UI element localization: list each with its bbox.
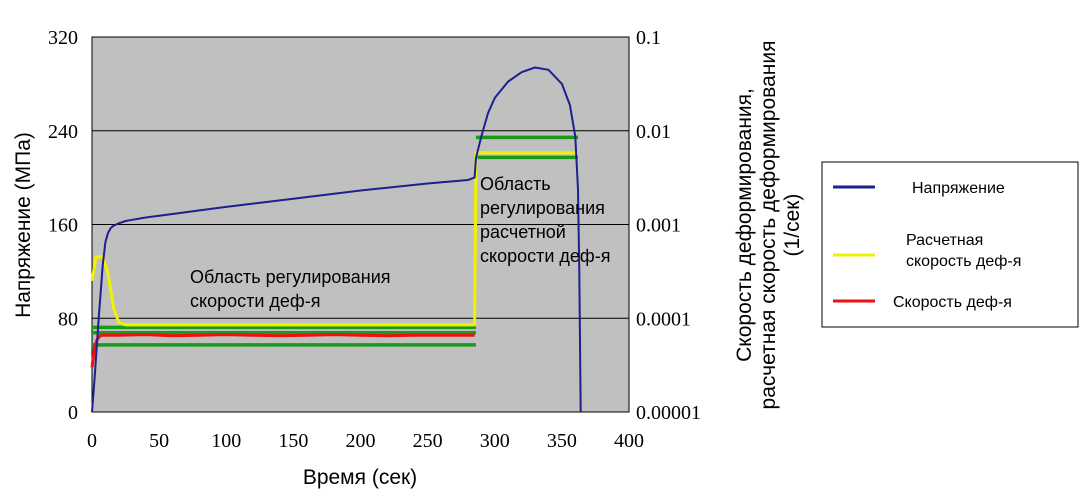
annotation-strain-rate-control: Область регулирования скорости деф-я (190, 267, 391, 311)
y2-axis-label-line2: расчетная скорость деформирования (757, 41, 780, 410)
legend-label-stress: Напряжение (912, 180, 1005, 197)
annotation-calculated-rate-control: Область регулирования расчетной скорости… (480, 174, 610, 266)
grid-lines (92, 130, 629, 319)
y-axis-label: Напряжение (МПа) (12, 132, 35, 318)
x-tick-label: 100 (211, 430, 241, 452)
x-tick-label: 50 (149, 430, 169, 452)
x-tick-label: 200 (346, 430, 376, 452)
annotation-line: скорости деф-я (480, 246, 610, 266)
x-tick-label: 350 (547, 430, 577, 452)
y-tick-label: 320 (48, 27, 78, 49)
x-tick-label: 300 (480, 430, 510, 452)
y-tick-labels: 0 80 160 240 320 (48, 27, 78, 424)
y2-axis-label-line3: (1/сек) (781, 194, 804, 257)
x-tick-label: 0 (87, 430, 97, 452)
x-tick-label: 150 (278, 430, 308, 452)
control-band-lines (92, 135, 578, 347)
legend-label-calc-rate-1: Расчетная (906, 232, 983, 249)
y2-tick-label: 0.01 (636, 121, 671, 143)
legend-label-rate: Скорость деф-я (893, 294, 1012, 311)
series-line-0 (91, 66, 582, 413)
annotation-line: Область (480, 174, 551, 194)
y2-tick-label: 0.1 (636, 27, 661, 49)
x-tick-labels: 0 50 100 150 200 250 300 350 400 (87, 430, 644, 452)
x-tick-label: 400 (614, 430, 644, 452)
y2-tick-labels: 0.00001 0.0001 0.001 0.01 0.1 (636, 27, 701, 424)
annotation-line: регулирования (480, 198, 605, 218)
series-line-1 (90, 151, 578, 327)
y-tick-label: 80 (58, 308, 78, 330)
legend: Напряжение Расчетная скорость деф-я Скор… (821, 161, 1079, 328)
y2-tick-label: 0.0001 (636, 308, 691, 330)
y2-tick-label: 0.001 (636, 215, 681, 237)
annotation-line: Область регулирования (190, 267, 391, 287)
x-axis-label: Время (сек) (303, 466, 417, 489)
y2-tick-label: 0.00001 (636, 402, 701, 424)
y-tick-label: 0 (68, 402, 78, 424)
series-line-2 (90, 333, 475, 368)
x-tick-label: 250 (413, 430, 443, 452)
series-layer (90, 66, 582, 413)
annotation-line: скорости деф-я (190, 291, 320, 311)
legend-label-calc-rate-2: скорость деф-я (906, 253, 1021, 270)
annotation-line: расчетной (480, 222, 566, 242)
y-tick-label: 160 (48, 215, 78, 237)
y-tick-label: 240 (48, 121, 78, 143)
y2-axis-label-line1: Скорость деформирования, (733, 88, 756, 362)
